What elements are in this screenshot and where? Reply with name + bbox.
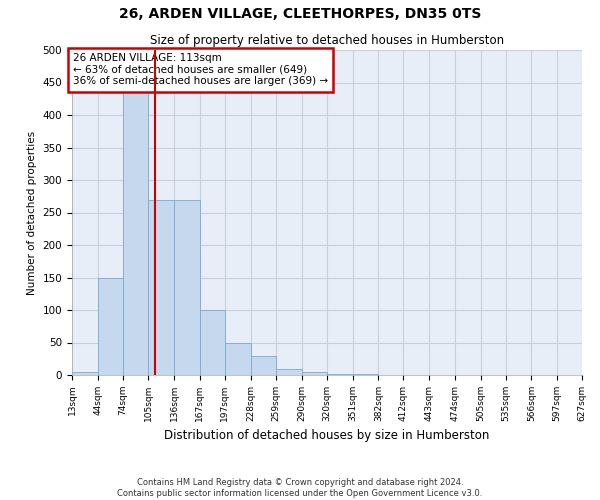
Bar bbox=[122, 82, 148, 375]
Bar bbox=[72, 372, 98, 375]
Bar bbox=[353, 374, 379, 375]
Y-axis label: Number of detached properties: Number of detached properties bbox=[27, 130, 37, 294]
Text: 26, ARDEN VILLAGE, CLEETHORPES, DN35 0TS: 26, ARDEN VILLAGE, CLEETHORPES, DN35 0TS bbox=[119, 8, 481, 22]
Bar bbox=[200, 310, 225, 375]
Bar bbox=[277, 368, 302, 375]
Bar bbox=[302, 372, 327, 375]
Bar bbox=[148, 200, 174, 375]
Bar bbox=[98, 278, 122, 375]
X-axis label: Distribution of detached houses by size in Humberston: Distribution of detached houses by size … bbox=[164, 430, 490, 442]
Bar bbox=[225, 342, 251, 375]
Bar bbox=[174, 200, 200, 375]
Text: 26 ARDEN VILLAGE: 113sqm
← 63% of detached houses are smaller (649)
36% of semi-: 26 ARDEN VILLAGE: 113sqm ← 63% of detach… bbox=[73, 53, 328, 86]
Bar bbox=[251, 356, 277, 375]
Text: Contains HM Land Registry data © Crown copyright and database right 2024.
Contai: Contains HM Land Registry data © Crown c… bbox=[118, 478, 482, 498]
Title: Size of property relative to detached houses in Humberston: Size of property relative to detached ho… bbox=[150, 34, 504, 48]
Bar bbox=[327, 374, 353, 375]
